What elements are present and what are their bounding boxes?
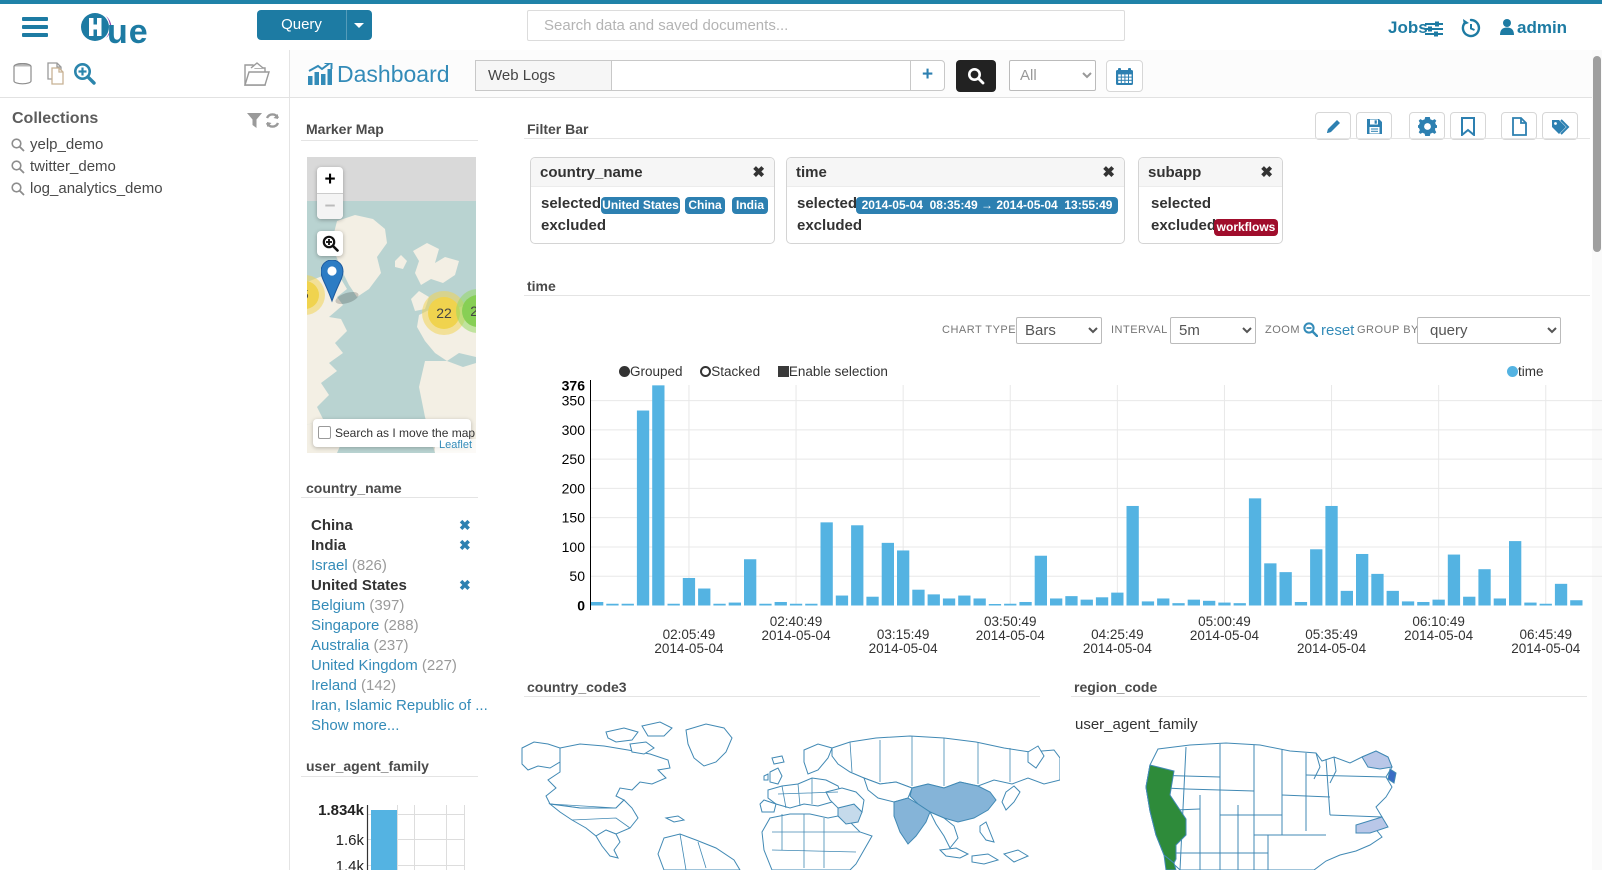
svg-text:2014-05-04: 2014-05-04 (976, 628, 1046, 643)
svg-text:376: 376 (562, 377, 586, 393)
svg-text:05:35:49: 05:35:49 (1305, 627, 1358, 642)
svg-text:06:10:49: 06:10:49 (1412, 614, 1465, 629)
svg-text:1.6k: 1.6k (336, 832, 365, 849)
svg-text:2014-05-04: 2014-05-04 (1511, 641, 1581, 656)
svg-text:200: 200 (562, 480, 586, 496)
svg-text:06:45:49: 06:45:49 (1519, 627, 1572, 642)
svg-text:150: 150 (562, 510, 586, 526)
svg-text:300: 300 (562, 422, 586, 438)
svg-text:2014-05-04: 2014-05-04 (869, 641, 939, 656)
svg-text:1.4k: 1.4k (336, 858, 365, 870)
svg-text:2014-05-04: 2014-05-04 (762, 628, 832, 643)
svg-text:100: 100 (562, 539, 586, 555)
svg-text:350: 350 (562, 393, 586, 409)
svg-text:2014-05-04: 2014-05-04 (1297, 641, 1367, 656)
svg-text:2014-05-04: 2014-05-04 (1083, 641, 1153, 656)
svg-text:1.834k: 1.834k (318, 802, 365, 819)
svg-text:03:15:49: 03:15:49 (877, 627, 930, 642)
svg-text:05:00:49: 05:00:49 (1198, 614, 1251, 629)
svg-text:03:50:49: 03:50:49 (984, 614, 1037, 629)
svg-text:2014-05-04: 2014-05-04 (1190, 628, 1260, 643)
svg-text:2014-05-04: 2014-05-04 (1404, 628, 1474, 643)
svg-text:2014-05-04: 2014-05-04 (654, 641, 724, 656)
svg-text:02:05:49: 02:05:49 (663, 627, 716, 642)
svg-text:04:25:49: 04:25:49 (1091, 627, 1144, 642)
svg-text:250: 250 (562, 451, 586, 467)
svg-text:02:40:49: 02:40:49 (770, 614, 823, 629)
svg-text:50: 50 (569, 568, 585, 584)
svg-text:0: 0 (577, 598, 585, 614)
